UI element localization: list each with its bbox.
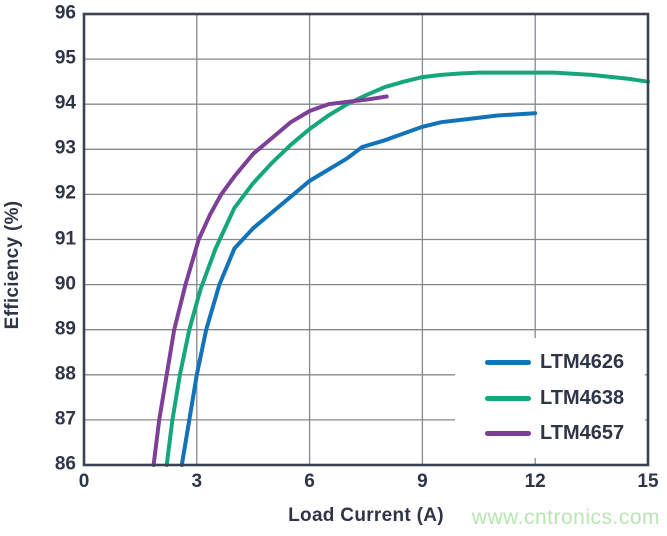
y-tick-label: 90 [54,273,76,295]
series-ltm4638 [164,70,650,467]
x-tick-label: 6 [304,471,315,492]
legend-label: LTM4626 [540,350,625,373]
y-tick-label: 95 [54,47,76,69]
y-axis-title: Efficiency (%) [2,200,23,330]
y-tick-label: 94 [54,92,76,114]
legend-row-ltm4657: LTM4657 [485,422,645,445]
legend-swatch-icon [485,431,531,437]
legend-row-ltm4626: LTM4626 [485,351,645,374]
x-axis-title: Load Current (A) [288,505,444,526]
y-tick-label: 88 [54,363,76,385]
series-ltm4626 [179,111,538,467]
series-ltm4657 [151,94,389,467]
legend-row-ltm4638: LTM4638 [485,387,645,410]
y-tick-label: 87 [54,408,76,430]
y-tick-label: 91 [54,228,76,250]
y-tick-label: 92 [54,182,76,204]
y-tick-label: 96 [54,2,76,24]
legend-label: LTM4657 [540,422,625,445]
x-tick-label: 15 [637,471,659,492]
y-tick-label: 86 [54,453,76,475]
x-tick-label: 9 [417,471,428,492]
x-tick-label: 3 [191,471,203,492]
legend-label: LTM4638 [540,386,625,409]
legend-swatch-icon [485,395,531,401]
y-tick-label: 93 [54,137,76,159]
x-tick-label: 12 [524,471,546,492]
legend-swatch-icon [485,359,531,365]
legend: LTM4626 LTM4638 LTM4657 [455,338,645,458]
y-tick-label: 89 [54,318,76,340]
x-tick-label: 0 [78,471,90,492]
watermark-text: www.cntronics.com [471,506,660,529]
plot-frame [82,12,650,467]
